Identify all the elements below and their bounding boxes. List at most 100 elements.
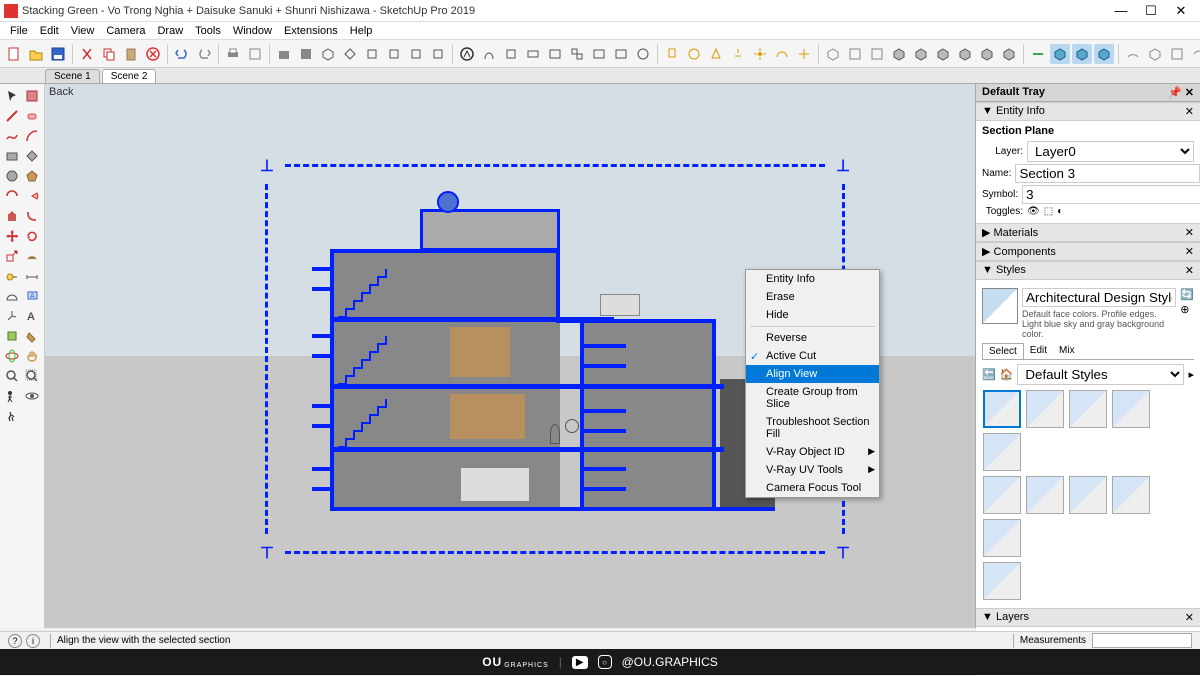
ctx-entity-info[interactable]: Entity Info bbox=[746, 270, 879, 288]
sandbox1-button[interactable] bbox=[1123, 44, 1143, 64]
menu-camera[interactable]: Camera bbox=[100, 25, 151, 37]
iso-button[interactable] bbox=[318, 44, 338, 64]
lasso-tool[interactable] bbox=[22, 86, 41, 105]
vray-interactive-button[interactable] bbox=[501, 44, 521, 64]
solid3-button[interactable] bbox=[933, 44, 953, 64]
style-name-input[interactable] bbox=[1022, 288, 1176, 307]
ctx-reverse[interactable]: Reverse bbox=[746, 329, 879, 347]
style-thumb[interactable] bbox=[1069, 390, 1107, 428]
vray-omni-button[interactable] bbox=[750, 44, 770, 64]
geolocation-icon[interactable]: ? bbox=[8, 634, 22, 648]
undo-button[interactable] bbox=[172, 44, 192, 64]
section-tool[interactable] bbox=[2, 326, 21, 345]
sandbox3-button[interactable] bbox=[1167, 44, 1187, 64]
freehand-tool[interactable] bbox=[2, 126, 21, 145]
name-input[interactable] bbox=[1015, 164, 1200, 183]
fill-toggle-icon[interactable]: ◐ bbox=[1057, 206, 1063, 217]
style-thumb[interactable] bbox=[983, 433, 1021, 471]
style-thumb[interactable] bbox=[1112, 390, 1150, 428]
polygon-tool[interactable] bbox=[22, 166, 41, 185]
ctx-create-group[interactable]: Create Group from Slice bbox=[746, 383, 879, 413]
redo-button[interactable] bbox=[194, 44, 214, 64]
vray-light-button[interactable] bbox=[662, 44, 682, 64]
vray-render-button[interactable] bbox=[479, 44, 499, 64]
plugin1-button[interactable] bbox=[1028, 44, 1048, 64]
ctx-active-cut[interactable]: ✓Active Cut bbox=[746, 347, 879, 365]
menu-help[interactable]: Help bbox=[344, 25, 379, 37]
close-icon[interactable]: ✕ bbox=[1185, 264, 1194, 277]
menu-extensions[interactable]: Extensions bbox=[278, 25, 344, 37]
menu-edit[interactable]: Edit bbox=[34, 25, 65, 37]
sandbox4-button[interactable] bbox=[1189, 44, 1200, 64]
style-library-select[interactable]: Default Styles bbox=[1017, 364, 1184, 385]
style-thumb[interactable] bbox=[983, 519, 1021, 557]
left-button[interactable] bbox=[428, 44, 448, 64]
position-camera-tool[interactable] bbox=[2, 386, 21, 405]
circle-tool[interactable] bbox=[2, 166, 21, 185]
vray-mesh-button[interactable] bbox=[794, 44, 814, 64]
line-tool[interactable] bbox=[2, 106, 21, 125]
ctx-troubleshoot[interactable]: Troubleshoot Section Fill bbox=[746, 413, 879, 443]
rotated-rect-tool[interactable] bbox=[22, 146, 41, 165]
update-style-icon[interactable]: 🔄 bbox=[1180, 288, 1194, 301]
paint-tool[interactable] bbox=[22, 326, 41, 345]
menu-window[interactable]: Window bbox=[227, 25, 278, 37]
solid2-button[interactable] bbox=[911, 44, 931, 64]
zoom-extents-tool[interactable] bbox=[22, 366, 41, 385]
vray-frame-button[interactable] bbox=[545, 44, 565, 64]
front-button[interactable] bbox=[362, 44, 382, 64]
menu-draw[interactable]: Draw bbox=[151, 25, 189, 37]
axes-tool[interactable] bbox=[2, 306, 21, 325]
home-icon[interactable]: 🏠 bbox=[1000, 368, 1014, 381]
ctx-hide[interactable]: Hide bbox=[746, 306, 879, 324]
model-info-button[interactable] bbox=[245, 44, 265, 64]
eraser-tool[interactable] bbox=[22, 106, 41, 125]
menu-view[interactable]: View bbox=[65, 25, 101, 37]
close-icon[interactable]: ✕ bbox=[1185, 245, 1194, 258]
open-button[interactable] bbox=[26, 44, 46, 64]
vray-batch-button[interactable] bbox=[567, 44, 587, 64]
new-style-icon[interactable]: ⊕ bbox=[1180, 303, 1194, 316]
pan-tool[interactable] bbox=[22, 346, 41, 365]
select-tool[interactable] bbox=[2, 86, 21, 105]
panel-components[interactable]: ▶ Components✕ bbox=[976, 242, 1200, 261]
3dwarehouse-button[interactable] bbox=[274, 44, 294, 64]
pie-tool[interactable] bbox=[22, 186, 41, 205]
vray-dome-button[interactable] bbox=[772, 44, 792, 64]
tape-tool[interactable] bbox=[2, 266, 21, 285]
copy-button[interactable] bbox=[99, 44, 119, 64]
menu-tools[interactable]: Tools bbox=[189, 25, 227, 37]
style-thumb[interactable] bbox=[983, 476, 1021, 514]
menu-file[interactable]: File bbox=[4, 25, 34, 37]
3dtext-tool[interactable]: A bbox=[22, 306, 41, 325]
panel-styles[interactable]: ▼ Styles✕ bbox=[976, 261, 1200, 280]
followme-tool[interactable] bbox=[22, 206, 41, 225]
paste-button[interactable] bbox=[121, 44, 141, 64]
2arc-tool[interactable] bbox=[2, 186, 21, 205]
group-button[interactable] bbox=[845, 44, 865, 64]
arc-tool[interactable] bbox=[22, 126, 41, 145]
vray-cloud-button[interactable] bbox=[589, 44, 609, 64]
orbit-tool[interactable] bbox=[2, 346, 21, 365]
tab-scene2[interactable]: Scene 2 bbox=[102, 69, 157, 83]
ctx-vray-object-id[interactable]: V-Ray Object ID▶ bbox=[746, 443, 879, 461]
rectangle-tool[interactable] bbox=[2, 146, 21, 165]
component-button[interactable] bbox=[823, 44, 843, 64]
walk-tool[interactable] bbox=[2, 406, 21, 425]
save-button[interactable] bbox=[48, 44, 68, 64]
text-tool[interactable]: A bbox=[22, 286, 41, 305]
plugin2-button[interactable] bbox=[1050, 44, 1070, 64]
offset-tool[interactable] bbox=[22, 246, 41, 265]
style-thumb[interactable] bbox=[1112, 476, 1150, 514]
new-button[interactable] bbox=[4, 44, 24, 64]
viewport[interactable]: Back ⊥ ⊥ ⊥ ⊥ bbox=[45, 84, 975, 628]
solid5-button[interactable] bbox=[977, 44, 997, 64]
outliner-button[interactable] bbox=[867, 44, 887, 64]
ctx-camera-focus[interactable]: Camera Focus Tool bbox=[746, 479, 879, 497]
layer-select[interactable]: Layer0 bbox=[1027, 141, 1194, 162]
details-icon[interactable]: ▸ bbox=[1188, 368, 1194, 381]
vray-spot-button[interactable] bbox=[706, 44, 726, 64]
ctx-align-view[interactable]: Align View bbox=[746, 365, 879, 383]
visible-toggle-icon[interactable]: 👁 bbox=[1027, 206, 1040, 217]
plugin3-button[interactable] bbox=[1072, 44, 1092, 64]
